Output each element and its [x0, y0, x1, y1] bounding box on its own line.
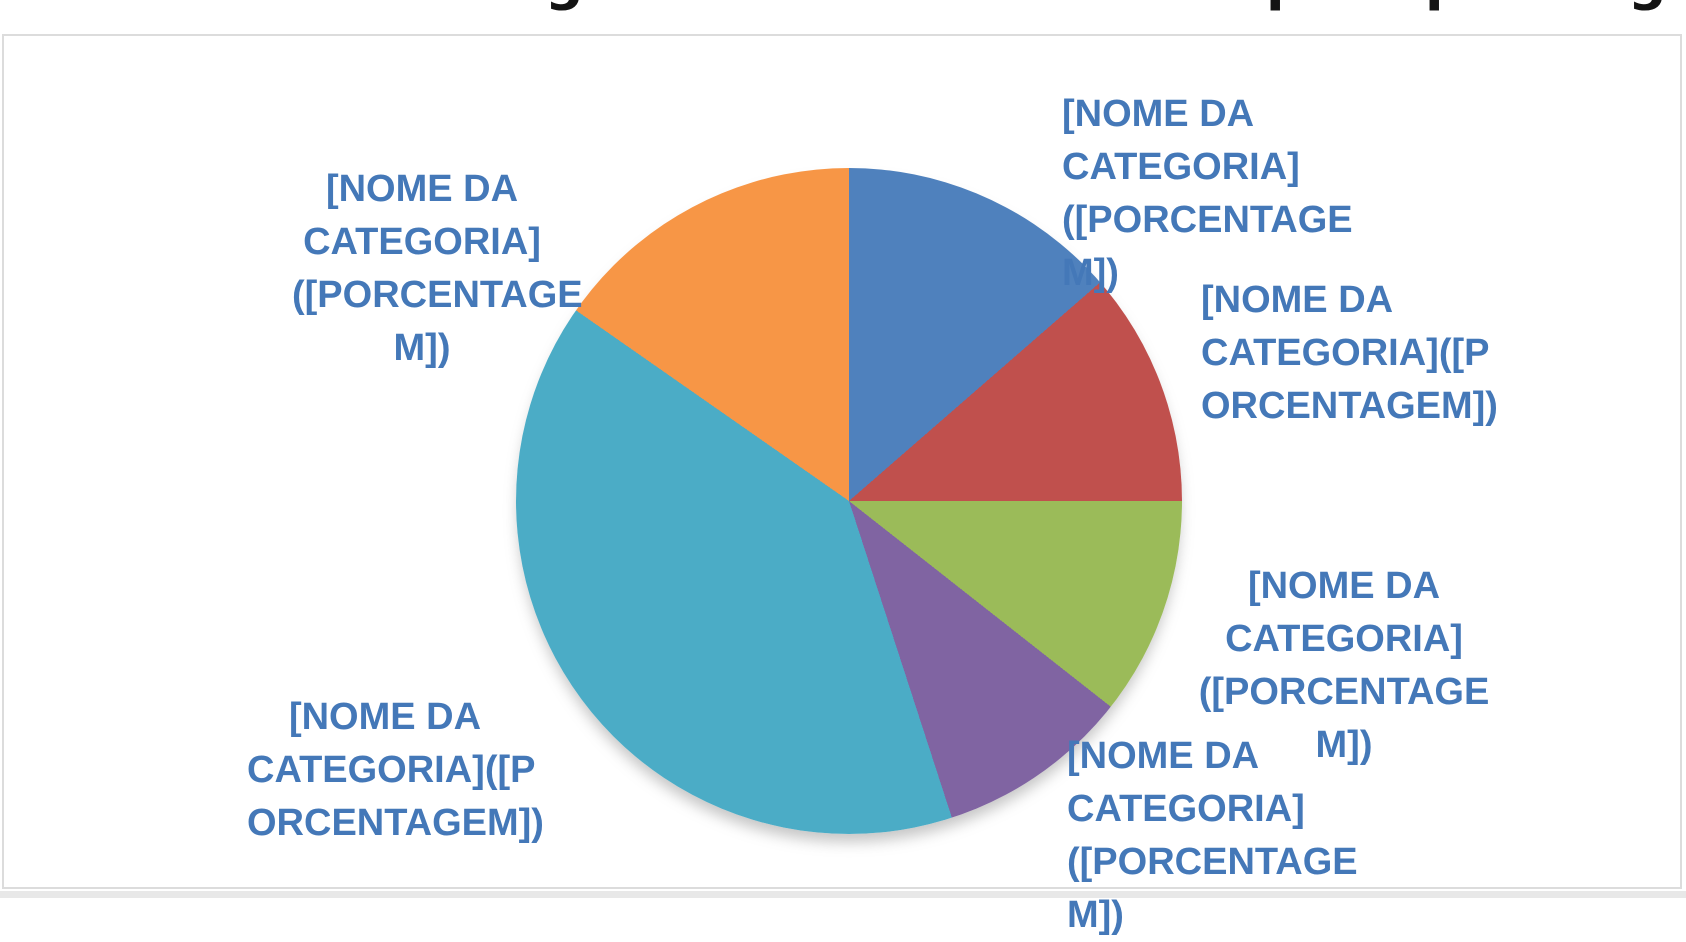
data-label-line: CATEGORIA]([P [247, 749, 536, 791]
data-label-red-slice[interactable]: [NOME DA CATEGORIA]([P ORCENTAGEM]) [1201, 274, 1498, 433]
data-label-line: [NOME DA [288, 696, 482, 738]
data-label-blue-slice[interactable]: [NOME DA CATEGORIA] ([PORCENTAGE M]) [1062, 88, 1353, 300]
data-label-line: [NOME DA [1247, 565, 1441, 607]
data-label-line: CATEGORIA]([P [1201, 332, 1490, 374]
chart-frame[interactable]: [NOME DA CATEGORIA] ([PORCENTAGE M]) [NO… [2, 34, 1682, 936]
clipped-title-fragments: gppg [0, 0, 1686, 13]
data-label-line: M]) [1315, 724, 1373, 766]
data-label-line: CATEGORIA] [1062, 146, 1300, 188]
data-label-line: [NOME DA [1062, 93, 1255, 135]
data-label-line: ([PORCENTAGE [292, 274, 583, 316]
pie-chart[interactable] [516, 168, 1182, 834]
data-label-line: ORCENTAGEM]) [1201, 385, 1498, 427]
bottom-gray-strip [0, 891, 1686, 898]
data-label-purple-slice[interactable]: [NOME DA CATEGORIA] ([PORCENTAGE M]) [1067, 730, 1358, 942]
data-label-line: [NOME DA [1201, 279, 1394, 321]
data-label-line: CATEGORIA] [1225, 618, 1463, 660]
data-label-teal-slice[interactable]: [NOME DA CATEGORIA]([P ORCENTAGEM]) [247, 691, 544, 850]
data-label-line: M]) [1062, 252, 1119, 294]
data-label-line: [NOME DA [1067, 735, 1260, 777]
data-label-orange-slice[interactable]: [NOME DA CATEGORIA] ([PORCENTAGE M]) [292, 163, 583, 375]
data-label-line: ([PORCENTAGE [1067, 841, 1358, 883]
data-label-line: M]) [393, 327, 451, 369]
data-label-line: ([PORCENTAGE [1198, 671, 1490, 713]
data-label-line: [NOME DA [325, 168, 519, 210]
data-label-line: ORCENTAGEM]) [247, 802, 544, 844]
data-label-line: CATEGORIA] [1067, 788, 1305, 830]
data-label-green-slice[interactable]: [NOME DA CATEGORIA] ([PORCENTAGE M]) [1192, 560, 1496, 772]
data-label-line: CATEGORIA] [303, 221, 541, 263]
data-label-line: ([PORCENTAGE [1062, 199, 1353, 241]
